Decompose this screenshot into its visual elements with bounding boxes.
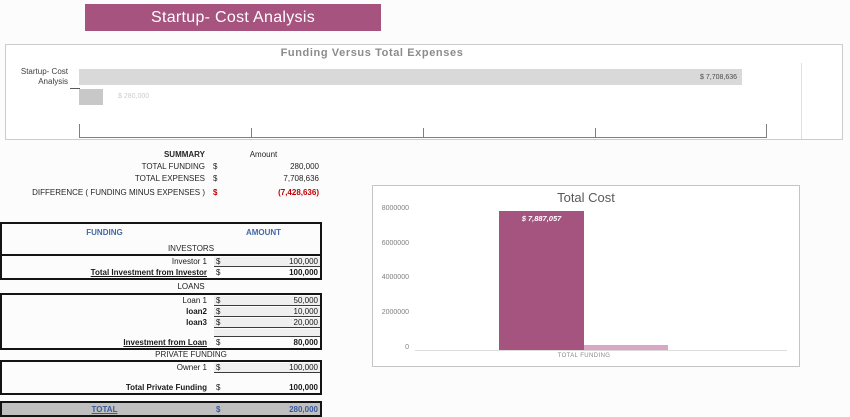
summary-row-total-expenses: TOTAL EXPENSES $ 7,708,636 — [134, 173, 319, 183]
total-expenses-value[interactable]: 7,708,636 — [283, 173, 319, 183]
col-header-funding: FUNDING — [86, 227, 123, 237]
investor1-amount-cell[interactable]: $ 100,000 — [214, 256, 320, 267]
difference-value[interactable]: (7,428,636) — [278, 187, 319, 197]
ytick-8000000: 8000000 — [381, 205, 409, 212]
funding-hbar[interactable] — [79, 89, 103, 105]
table-row-total-private-funding: Total Private Funding $ 100,000 — [125, 383, 318, 392]
investors-box: Investor 1 $ 100,000 Total Investment fr… — [0, 256, 322, 280]
summary-header-row: SUMMARY Amount — [0, 148, 330, 160]
funding-table: FUNDING AMOUNT INVESTORS Investor 1 $ 10… — [0, 222, 322, 417]
x-axis-category-label: TOTAL FUNDING — [557, 353, 611, 359]
private-funding-box: Owner 1 $ 100,000 Total Private Funding … — [0, 360, 322, 395]
x-axis-line — [415, 350, 787, 351]
table-row-owner1: Owner 1 $ 100,000 — [176, 362, 320, 373]
ytick-4000000: 4000000 — [381, 274, 409, 281]
total-funding-bar[interactable] — [584, 345, 668, 350]
section-header-private-funding: PRIVATE FUNDING — [155, 350, 227, 359]
empty-input-row — [2, 328, 320, 337]
expenses-hbar[interactable]: $ 7,708,636 — [79, 69, 742, 85]
table-row-total: TOTAL $ 280,000 — [2, 403, 320, 415]
total-investment-amount-cell[interactable]: $ 100,000 — [216, 268, 318, 277]
funding-table-header-box: FUNDING AMOUNT INVESTORS — [0, 222, 322, 256]
table-row-loan1: Loan 1 $ 50,000 — [182, 295, 320, 306]
ytick-2000000: 2000000 — [381, 309, 409, 316]
chart-title: Funding Versus Total Expenses — [280, 47, 464, 59]
total-cost-bar[interactable]: $ 7,887,057 — [499, 211, 584, 350]
loans-box: Loan 1 $ 50,000 loan2 $ 10,000 loan3 $ 2… — [0, 293, 322, 350]
ytick-6000000: 6000000 — [381, 240, 409, 247]
empty-loan-amount-cell[interactable] — [214, 328, 320, 337]
summary-row-total-funding: TOTAL FUNDING $ 280,000 — [141, 161, 319, 171]
loan3-amount-cell[interactable]: $ 20,000 — [214, 317, 320, 328]
amount-header: Amount — [249, 149, 278, 159]
funding-bar-value: $ 280,000 — [118, 93, 150, 100]
summary-block: SUMMARY Amount TOTAL FUNDING $ 280,000 T… — [0, 148, 330, 198]
table-row-loan3: loan3 $ 20,000 — [186, 317, 320, 328]
table-row-loan2: loan2 $ 10,000 — [186, 306, 320, 317]
loan1-amount-cell[interactable]: $ 50,000 — [214, 295, 320, 306]
chart-title: Total Cost — [557, 190, 615, 205]
vertical-gridline — [801, 63, 802, 139]
ytick-0: 0 — [405, 344, 409, 351]
section-header-loans: LOANS — [177, 282, 205, 291]
loan2-amount-cell[interactable]: $ 10,000 — [214, 306, 320, 317]
page-title: Startup- Cost Analysis — [151, 8, 315, 26]
value-axis — [79, 124, 767, 138]
total-funding-value[interactable]: 280,000 — [290, 161, 319, 171]
summary-title: SUMMARY — [163, 149, 205, 159]
table-row-investor1: Investor 1 $ 100,000 — [171, 256, 320, 267]
total-label: TOTAL — [91, 404, 118, 414]
table-row-total-investment: Total Investment from Investor $ 100,000 — [90, 268, 318, 277]
table-row-investment-from-loan: Investment from Loan $ 80,000 — [123, 338, 318, 347]
total-cost-bar-value: $ 7,887,057 — [521, 214, 562, 223]
summary-row-difference: DIFFERENCE ( FUNDING MINUS EXPENSES ) $ … — [32, 187, 319, 197]
total-amount-cell[interactable]: $ 280,000 — [216, 404, 318, 414]
funding-vs-expenses-chart[interactable]: Funding Versus Total Expenses Startup- C… — [5, 44, 843, 140]
total-private-funding-amount-cell[interactable]: $ 100,000 — [216, 383, 318, 392]
owner1-amount-cell[interactable]: $ 100,000 — [214, 362, 320, 373]
total-cost-chart[interactable]: Total Cost 8000000 6000000 4000000 20000… — [372, 185, 800, 367]
funding-table-header-row: FUNDING AMOUNT — [2, 224, 320, 238]
col-header-amount: AMOUNT — [245, 227, 282, 237]
page-title-banner: Startup- Cost Analysis — [85, 4, 381, 31]
category-tick-mark — [70, 88, 80, 89]
total-row-box: TOTAL $ 280,000 — [0, 401, 322, 417]
expenses-bar-value: $ 7,708,636 — [700, 73, 737, 81]
category-axis-label: Startup- Cost Analysis — [20, 67, 68, 87]
investment-from-loan-amount-cell[interactable]: $ 80,000 — [216, 338, 318, 347]
section-header-investors: INVESTORS — [167, 244, 215, 253]
